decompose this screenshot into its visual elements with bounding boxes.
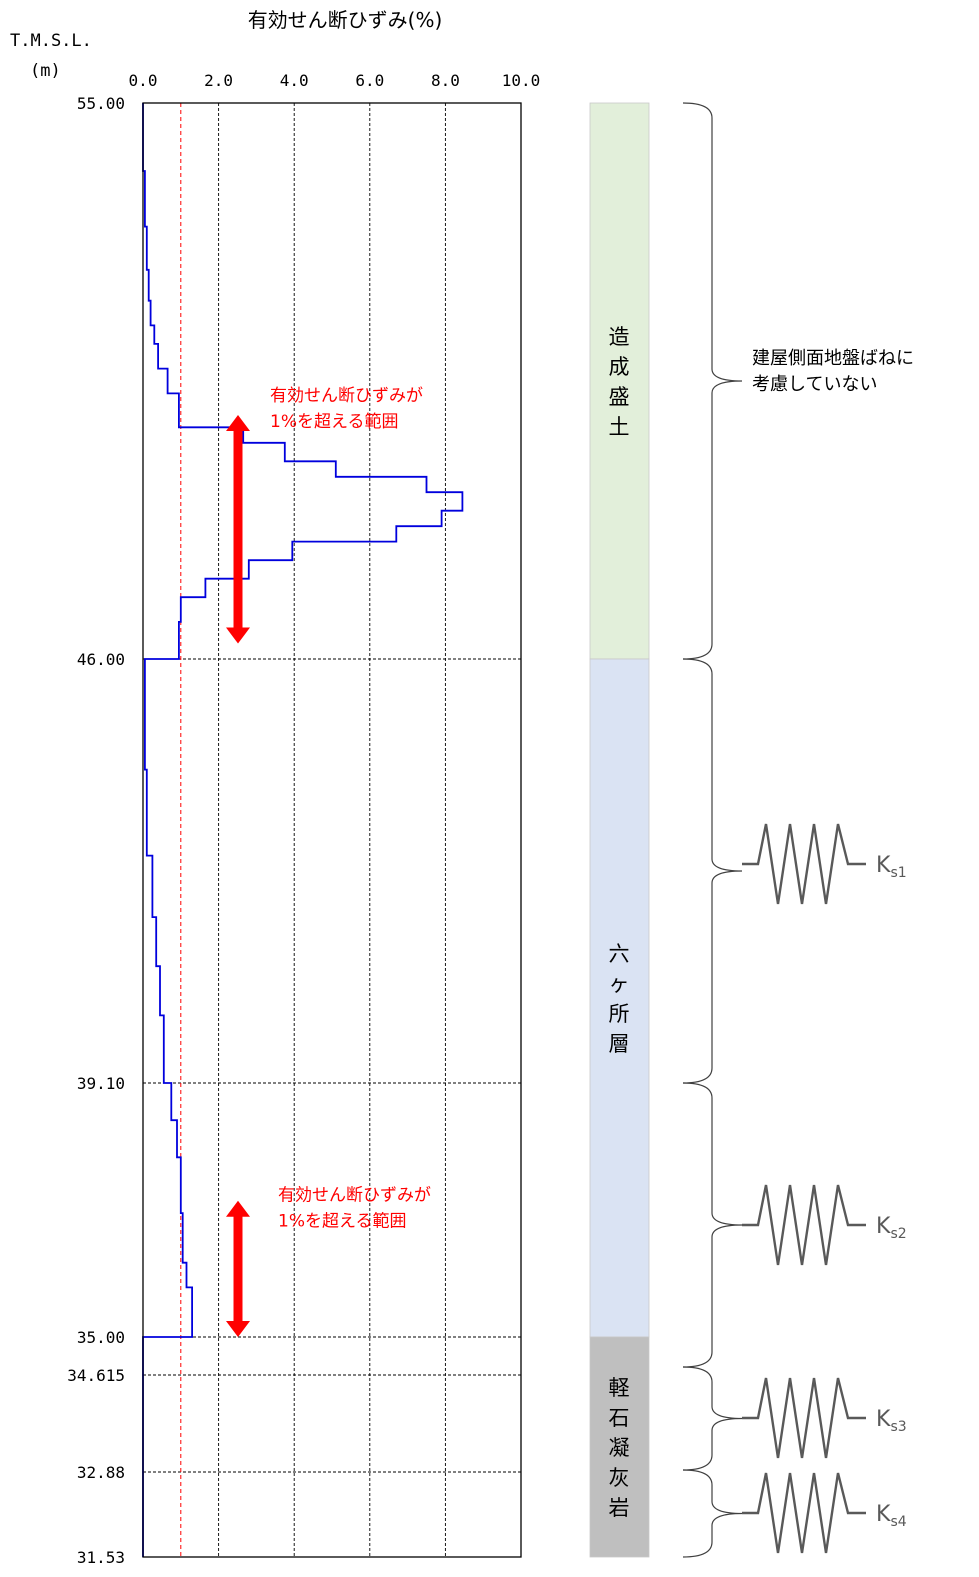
x-tick-labels: 0.0 2.0 4.0 6.0 8.0 10.0 (129, 71, 541, 90)
stratum-label-char: 層 (609, 1032, 630, 1056)
stratum-label-char: 凝 (609, 1436, 630, 1460)
brace (682, 1366, 743, 1471)
arrow-head-up (226, 1200, 250, 1217)
stratum-block (589, 658, 650, 1338)
arrow-head-down (226, 627, 250, 644)
stratum-block (589, 1336, 650, 1558)
brace (682, 658, 743, 1084)
stratum-label-char: 盛 (609, 385, 630, 409)
spring-icon (742, 1184, 866, 1266)
y-tick-label: 46.00 (77, 650, 125, 669)
x-tick-label: 10.0 (502, 71, 541, 90)
spring-label: Ks2 (876, 1214, 907, 1242)
stratum-label-char: 成 (609, 355, 630, 379)
stratum-label-char: ヶ (609, 972, 630, 996)
spring-icon (742, 1472, 866, 1554)
plot-frame (142, 102, 522, 1558)
grid-lines (143, 103, 521, 1557)
springs: Ks1 Ks2 Ks3 Ks4 (742, 823, 907, 1554)
arrow-head-down (226, 1321, 250, 1337)
x-tick-label: 4.0 (280, 71, 309, 90)
x-tick-label: 0.0 (129, 71, 158, 90)
brace (682, 102, 743, 660)
stratum-label-char: 造 (609, 325, 630, 349)
spring-label: Ks3 (876, 1407, 907, 1435)
y-tick-label: 32.88 (77, 1463, 125, 1482)
y-tick-labels: 55.00 46.00 39.10 35.00 34.615 32.88 31.53 (67, 94, 125, 1567)
y-tick-label: 39.10 (77, 1074, 125, 1093)
annotation-line2: 1%を超える範囲 (278, 1212, 406, 1232)
y-tick-label: 34.615 (67, 1366, 125, 1385)
brace (682, 1082, 743, 1368)
y-axis-label-line2: (m) (30, 61, 61, 81)
x-tick-label: 2.0 (204, 71, 233, 90)
stratum-label-char: 六 (609, 942, 630, 966)
stratum-label-char: 所 (609, 1002, 630, 1026)
y-tick-label: 55.00 (77, 94, 125, 113)
annotation-line1: 有効せん断ひずみが (270, 386, 423, 406)
stratum-block (589, 102, 650, 660)
stratum-label-char: 軽 (609, 1376, 630, 1400)
chart-title: 有効せん断ひずみ(%) (248, 8, 443, 32)
x-tick-label: 8.0 (431, 71, 460, 90)
note-line1: 建屋側面地盤ばねに (752, 348, 914, 369)
arrow-head-up (226, 414, 250, 431)
spring-icon (742, 823, 866, 905)
stratum-label-char: 灰 (609, 1466, 630, 1490)
spring-label: Ks1 (876, 853, 907, 881)
stratum-label-char: 石 (609, 1406, 630, 1430)
annotation-line2: 1%を超える範囲 (270, 412, 398, 432)
y-tick-label: 31.53 (77, 1548, 125, 1567)
brace (682, 1469, 743, 1558)
stratum-label-char: 土 (609, 415, 630, 439)
braces (682, 102, 743, 1558)
y-tick-label: 35.00 (77, 1328, 125, 1347)
x-tick-label: 6.0 (355, 71, 384, 90)
spring-label: Ks4 (876, 1502, 907, 1530)
y-axis-label-line1: T.M.S.L. (10, 31, 92, 51)
annotation-line1: 有効せん断ひずみが (278, 1186, 431, 1206)
stratum-label-char: 岩 (609, 1496, 630, 1520)
spring-icon (742, 1377, 866, 1459)
note-line2: 考慮していない (752, 374, 877, 395)
series-layer (142, 103, 464, 1557)
strain-series-line (142, 103, 464, 1557)
